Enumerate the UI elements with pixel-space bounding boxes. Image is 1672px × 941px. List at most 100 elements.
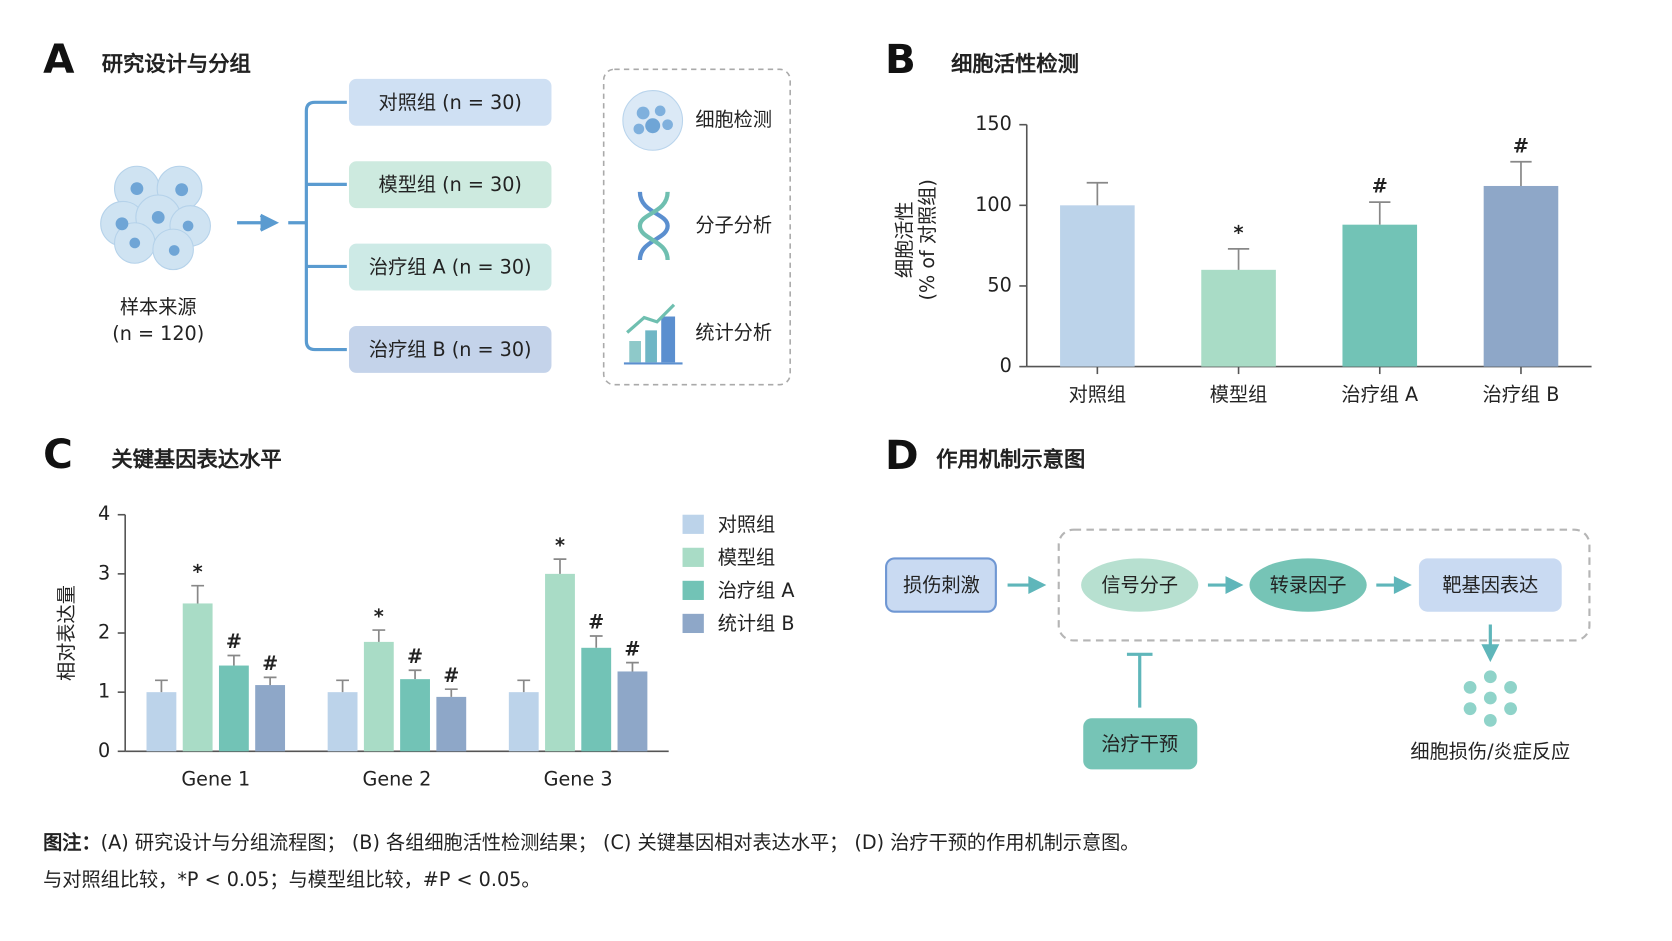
- panel-d: D 作用机制示意图 损伤刺激 信号分子 转录因子 靶基因表达 治疗干预 细胞损伤…: [885, 431, 1591, 770]
- error-bar: [263, 676, 277, 686]
- node-box: [1418, 558, 1562, 612]
- y-tick-label: 4: [98, 502, 110, 525]
- node-label: 损伤刺激: [903, 574, 980, 597]
- source-label: 样本来源: [120, 295, 197, 318]
- group-box: [348, 243, 552, 291]
- panel-letter: A: [43, 35, 75, 83]
- panel-title: 作用机制示意图: [936, 446, 1085, 472]
- error-bar: [227, 654, 241, 666]
- node-label: 信号分子: [1101, 574, 1178, 597]
- significance-marker: *: [193, 560, 203, 583]
- x-tick-label: Gene 2: [362, 768, 431, 791]
- y-tick-label: 0: [98, 739, 110, 762]
- x-tick-label: 治疗组 B: [1483, 383, 1560, 406]
- x-tick-label: Gene 1: [181, 768, 250, 791]
- icon-stats: [623, 303, 683, 365]
- significance-marker: #: [588, 611, 604, 634]
- y-tick-label: 100: [975, 193, 1012, 216]
- x-tick-label: 对照组: [1069, 383, 1127, 406]
- bar: [545, 573, 575, 752]
- legend-label: 治疗组 A: [718, 579, 795, 602]
- y-tick-label: 1: [98, 680, 110, 703]
- bar: [1201, 269, 1276, 367]
- error-bar: [1227, 248, 1250, 270]
- legend-label: 统计组 B: [718, 612, 795, 635]
- bar: [255, 685, 286, 752]
- x-tick-label: 模型组: [1210, 383, 1268, 406]
- panel-title: 关键基因表达水平: [111, 446, 281, 472]
- legend-swatch: [682, 580, 704, 600]
- significance-marker: #: [407, 645, 423, 668]
- legend-swatch: [682, 613, 704, 634]
- outcome-label: 细胞损伤/炎症反应: [1410, 740, 1570, 763]
- legend-label: 模型组: [718, 546, 776, 569]
- icon-cell: [622, 90, 684, 151]
- node-label: 靶基因表达: [1442, 574, 1538, 597]
- node-box: [885, 557, 997, 613]
- flow-lines: [237, 100, 347, 352]
- group-box: [348, 325, 552, 373]
- bar: [327, 692, 358, 752]
- bar: [400, 679, 430, 752]
- y-axis-label: 相对表达量: [55, 585, 78, 681]
- pathway-box: [1057, 528, 1591, 642]
- error-bar: [626, 661, 639, 672]
- x-tick-label: Gene 3: [544, 768, 613, 791]
- cell-nuclei: [115, 182, 194, 256]
- significance-marker: #: [262, 652, 278, 675]
- source-n: (n = 120): [112, 322, 204, 345]
- methods-box: [602, 68, 791, 386]
- error-bar: [1369, 201, 1391, 225]
- method-label: 细胞检测: [695, 108, 772, 131]
- panel-title: 细胞活性检测: [951, 51, 1079, 77]
- y-tick-label: 3: [98, 561, 110, 584]
- significance-marker: #: [226, 630, 242, 653]
- error-bar: [1086, 181, 1109, 206]
- significance-marker: *: [1234, 221, 1244, 244]
- node-ellipse: [1081, 558, 1199, 612]
- panel-letter: C: [43, 430, 73, 478]
- error-bar: [408, 669, 422, 680]
- group-box: [348, 161, 552, 209]
- panel-a: A 研究设计与分组 样本来源 (n = 120) 对照组 (n = 30) 模型组…: [43, 35, 791, 386]
- pathway-arrows: [1007, 576, 1500, 708]
- significance-marker: *: [555, 534, 565, 557]
- significance-marker: *: [374, 605, 384, 628]
- group-label: 治疗组 B (n = 30): [369, 338, 532, 361]
- method-label: 分子分析: [695, 213, 772, 236]
- significance-marker: #: [624, 637, 640, 660]
- bar: [508, 692, 539, 752]
- node-label: 转录因子: [1270, 574, 1347, 597]
- bar: [182, 603, 213, 752]
- y-tick-label: 2: [98, 621, 110, 644]
- y-axis-label: (% of 对照组): [916, 179, 939, 300]
- error-bar: [444, 688, 458, 697]
- node-ellipse: [1249, 558, 1367, 612]
- bar: [1342, 224, 1418, 367]
- bar: [363, 641, 394, 752]
- y-tick-label: 150: [975, 112, 1012, 135]
- error-bar: [589, 635, 603, 648]
- bar: [436, 696, 467, 752]
- panel-letter: D: [885, 431, 919, 479]
- intervention-label: 治疗干预: [1101, 732, 1178, 755]
- legend-swatch: [682, 547, 704, 567]
- group-box: [348, 78, 552, 126]
- error-bar: [191, 584, 205, 604]
- bar: [1060, 205, 1135, 367]
- caption-label: 图注：: [43, 830, 101, 853]
- error-bar: [1510, 160, 1532, 186]
- panel-letter: B: [885, 35, 916, 83]
- significance-marker: #: [443, 664, 459, 687]
- panel-title: 研究设计与分组: [102, 51, 251, 77]
- group-label: 模型组 (n = 30): [379, 173, 522, 196]
- icon-dna: [637, 191, 670, 261]
- caption-text: (A) 研究设计与分组流程图； (B) 各组细胞活性检测结果； (C) 关键基因…: [101, 830, 1140, 853]
- significance-marker: #: [1513, 134, 1529, 157]
- error-bar: [336, 679, 349, 693]
- caption-line: 与对照组比较，*P < 0.05；与模型组比较，#P < 0.05。: [43, 868, 540, 891]
- bar: [218, 665, 249, 752]
- x-tick-label: 治疗组 A: [1341, 383, 1418, 406]
- bar: [617, 671, 648, 752]
- bar: [146, 692, 177, 752]
